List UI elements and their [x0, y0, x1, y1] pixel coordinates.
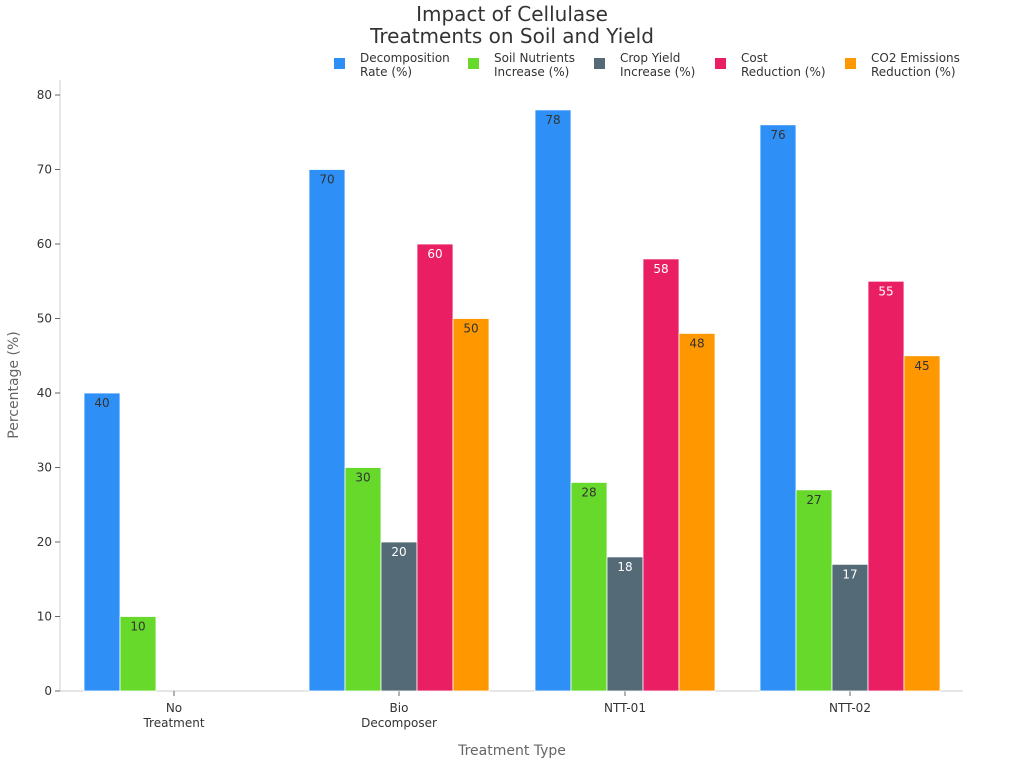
- y-tick-label: 80: [37, 88, 52, 102]
- y-tick-label: 10: [37, 610, 52, 624]
- data-label: 76: [770, 128, 785, 142]
- y-tick-label: 60: [37, 237, 52, 251]
- bar: [344, 467, 382, 692]
- legend-swatch: [845, 58, 856, 69]
- data-label: 20: [391, 545, 406, 559]
- chart-title: Impact of Cellulase: [416, 2, 608, 26]
- data-label: 40: [94, 396, 109, 410]
- bar: [380, 541, 418, 692]
- data-label: 58: [653, 262, 668, 276]
- bar: [903, 355, 941, 692]
- x-tick-label: Treatment: [142, 716, 204, 730]
- bar: [83, 392, 121, 692]
- x-axis-title: Treatment Type: [457, 743, 566, 759]
- x-tick-label: Bio: [390, 701, 409, 715]
- x-tick-label: NTT-02: [829, 701, 871, 715]
- y-tick-label: 20: [37, 535, 52, 549]
- data-label: 17: [842, 567, 857, 581]
- data-label: 55: [878, 284, 893, 298]
- data-label: 28: [581, 485, 596, 499]
- data-label: 48: [689, 336, 704, 350]
- bar: [867, 280, 905, 692]
- bar: [452, 318, 490, 692]
- legend-label: Reduction (%): [741, 65, 826, 79]
- legend-label: Rate (%): [360, 65, 412, 79]
- legend-swatch: [715, 58, 726, 69]
- legend-label: Decomposition: [360, 51, 450, 65]
- legend-label: Increase (%): [620, 65, 695, 79]
- bar: [570, 481, 608, 692]
- bar: [606, 556, 644, 692]
- bar: [119, 616, 157, 692]
- y-axis-title: Percentage (%): [6, 331, 22, 438]
- bar: [534, 109, 572, 692]
- y-tick-label: 0: [44, 684, 52, 698]
- y-tick-label: 70: [37, 163, 52, 177]
- legend-swatch: [334, 58, 345, 69]
- bar: [642, 258, 680, 692]
- legend-label: CO2 Emissions: [871, 51, 960, 65]
- x-tick-label: No: [166, 701, 182, 715]
- legend-swatch: [468, 58, 479, 69]
- data-label: 27: [806, 493, 821, 507]
- bar: [308, 169, 346, 692]
- data-label: 70: [319, 173, 334, 187]
- legend-label: Crop Yield: [620, 51, 680, 65]
- y-tick-label: 50: [37, 312, 52, 326]
- chart-title: Treatments on Soil and Yield: [369, 24, 654, 48]
- y-tick-label: 30: [37, 461, 52, 475]
- legend-label: Increase (%): [494, 65, 569, 79]
- data-label: 30: [355, 471, 370, 485]
- legend-label: Soil Nutrients: [494, 51, 575, 65]
- y-tick-label: 40: [37, 386, 52, 400]
- data-label: 10: [130, 620, 145, 634]
- bar: [416, 243, 454, 692]
- bar: [759, 124, 797, 692]
- bar: [795, 489, 833, 692]
- data-label: 18: [617, 560, 632, 574]
- data-label: 78: [545, 113, 560, 127]
- x-tick-label: Decomposer: [361, 716, 437, 730]
- bar: [678, 332, 716, 692]
- bar: [831, 563, 869, 692]
- legend-label: Cost: [741, 51, 768, 65]
- legend-swatch: [594, 58, 605, 69]
- data-label: 60: [427, 247, 442, 261]
- legend-label: Reduction (%): [871, 65, 956, 79]
- data-label: 50: [463, 322, 478, 336]
- data-label: 45: [914, 359, 929, 373]
- x-tick-label: NTT-01: [604, 701, 646, 715]
